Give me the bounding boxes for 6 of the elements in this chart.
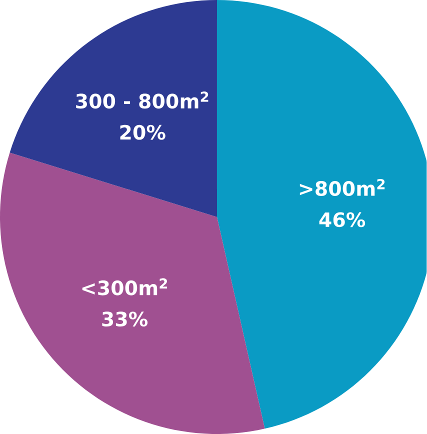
- data-label: 33%: [102, 312, 148, 327]
- data-label: 46%: [319, 212, 366, 228]
- slice-label: >800m$^{2}$: [300, 178, 385, 196]
- slice-label: <300m$^{2}$: [82, 278, 168, 296]
- slice-label: 300 - 800m$^{2}$: [76, 92, 208, 109]
- data-label: 20%: [120, 124, 166, 140]
